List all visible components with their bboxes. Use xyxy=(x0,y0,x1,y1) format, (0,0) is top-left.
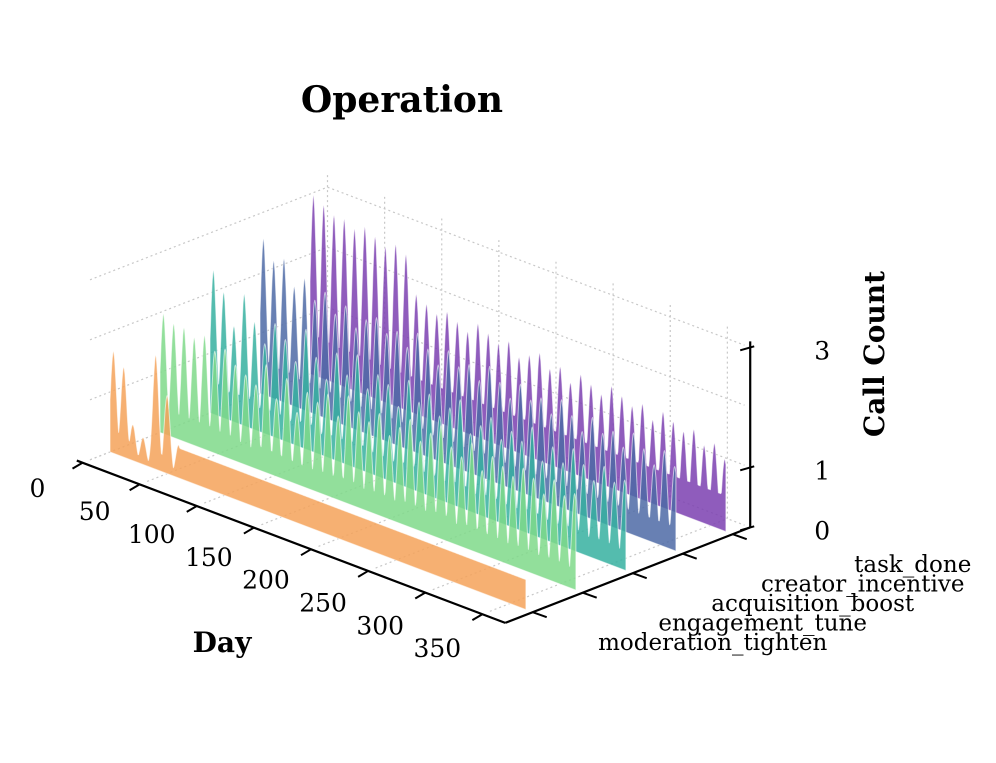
category-axis-line xyxy=(504,526,751,624)
x-tick-label: 300 xyxy=(356,611,404,640)
x-tick-mark xyxy=(300,548,312,557)
category-label-creator-incentive: creator_incentive xyxy=(761,572,964,598)
z-axis-label: Call Count xyxy=(858,271,891,437)
x-tick-mark xyxy=(71,461,84,470)
z-tick-mark xyxy=(739,525,755,532)
z-tick-label: 1 xyxy=(814,456,830,485)
ridge-moderation-tighten xyxy=(109,350,527,611)
category-tick-mark xyxy=(682,552,698,560)
x-tick-mark xyxy=(129,483,141,492)
axes-layer: 0 50 100 150 200 250 300 350 moderation_tightene… xyxy=(30,336,972,663)
x-tick-mark xyxy=(357,570,369,578)
category-label-engagement-tune: engagement_tune xyxy=(658,611,867,637)
category-label-task-done: task_done xyxy=(854,552,971,578)
ridges-layer xyxy=(109,194,727,611)
x-tick-mark xyxy=(186,505,198,513)
z-tick-label: 3 xyxy=(814,336,830,365)
category-label-acquisition-boost: acquisition_boost xyxy=(711,591,915,617)
x-tick-label: 150 xyxy=(185,543,233,572)
category-tick-mark xyxy=(732,533,748,541)
ridge-task-done xyxy=(309,194,727,533)
x-tick-mark xyxy=(243,526,255,535)
z-tick-mark xyxy=(739,345,755,352)
x-tick-mark xyxy=(414,591,426,600)
x-tick-label: 200 xyxy=(242,566,290,595)
category-label-moderation-tighten: moderation_tighten xyxy=(598,630,827,656)
x-tick-label: 0 xyxy=(30,474,46,503)
x-tick-label: 350 xyxy=(414,634,462,663)
ridge-engagement-tune xyxy=(159,313,577,591)
chart-title: Operation xyxy=(301,79,503,121)
z-tick-label: 0 xyxy=(814,516,830,545)
category-tick-mark xyxy=(532,611,548,619)
category-tick-mark xyxy=(582,591,598,599)
x-tick-label: 100 xyxy=(128,520,176,549)
x-tick-mark xyxy=(471,613,483,621)
x-axis-line xyxy=(76,459,506,624)
category-tick-mark xyxy=(632,572,648,580)
x-tick-label: 250 xyxy=(299,588,347,617)
x-tick-label: 50 xyxy=(79,497,111,526)
z-tick-mark xyxy=(739,465,755,472)
x-axis-label: Day xyxy=(193,626,252,659)
